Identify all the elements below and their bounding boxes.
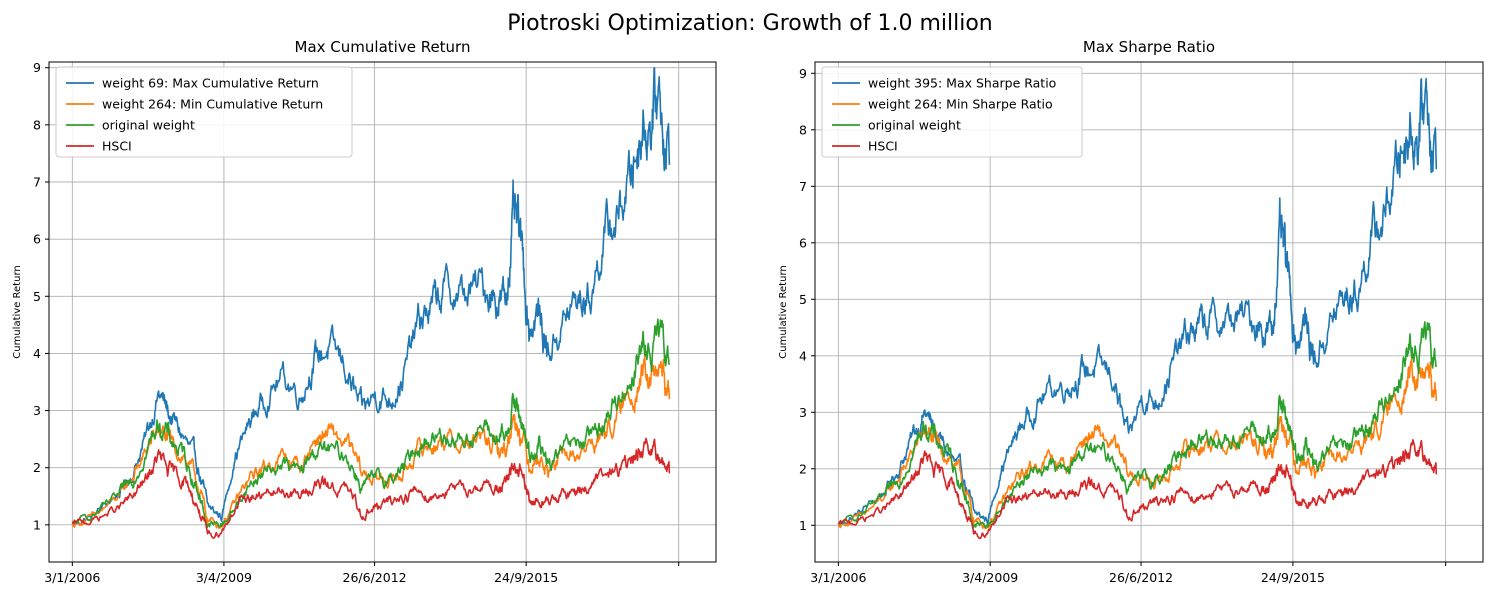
grid	[815, 62, 1483, 562]
legend-entry: original weight	[102, 118, 195, 133]
legend-entry: weight 264: Min Cumulative Return	[102, 97, 323, 112]
grid	[49, 62, 716, 562]
series-line-2	[71, 355, 671, 530]
y-tick-label: 7	[799, 179, 807, 194]
y-tick-label: 3	[33, 403, 41, 418]
y-tick-label: 4	[799, 348, 807, 363]
y-axis-label: Cumulative Return	[12, 265, 23, 358]
series-line-4	[71, 437, 671, 539]
legend-entry: HSCI	[868, 139, 898, 154]
legend-entry: HSCI	[102, 139, 132, 154]
y-tick-label: 4	[33, 346, 41, 361]
y-tick-label: 6	[799, 235, 807, 250]
y-tick-label: 9	[33, 60, 41, 75]
x-tick-label: 24/9/2015	[1261, 570, 1325, 585]
x-tick-label: 3/4/2009	[196, 570, 252, 585]
x-tick-label: 26/6/2012	[343, 570, 407, 585]
series-line-3	[71, 318, 671, 529]
legend-entry: weight 395: Max Sharpe Ratio	[868, 76, 1056, 91]
series-lines	[71, 67, 671, 539]
chart-title: Max Cumulative Return	[295, 38, 471, 56]
y-tick-label: 5	[799, 292, 807, 307]
y-tick-label: 7	[33, 175, 41, 190]
legend: weight 395: Max Sharpe Ratio weight 264: …	[821, 66, 1083, 158]
y-tick-label: 9	[799, 66, 807, 81]
legend-entry: weight 69: Max Cumulative Return	[102, 76, 319, 91]
legend-entry: weight 264: Min Sharpe Ratio	[868, 97, 1053, 112]
series-line-4	[838, 439, 1438, 540]
y-tick-label: 6	[33, 232, 41, 247]
x-tick-label: 3/1/2006	[810, 570, 866, 585]
legend: weight 69: Max Cumulative Return weight 2…	[55, 66, 353, 158]
x-tick-label: 26/6/2012	[1109, 570, 1173, 585]
y-tick-label: 3	[799, 405, 807, 420]
y-tick-label: 1	[799, 518, 807, 533]
plot-frame	[48, 61, 717, 563]
series-line-1	[71, 67, 671, 526]
chart-max-cumulative-return: 3/1/2006 3/4/2009 26/6/2012 24/9/2015 1 2 3 4 5 6…	[12, 38, 717, 585]
legend-box	[55, 66, 353, 158]
y-tick-label: 2	[799, 461, 807, 476]
y-tick-label: 8	[799, 122, 807, 137]
y-tick-label: 5	[33, 289, 41, 304]
legend-entry: original weight	[868, 118, 961, 133]
chart-title: Max Sharpe Ratio	[1083, 38, 1215, 56]
series-line-1	[837, 77, 1438, 527]
series-line-2	[837, 357, 1438, 530]
chart-max-sharpe-ratio: 3/1/2006 3/4/2009 26/6/2012 24/9/2015 1 2 3 4 5 6…	[778, 38, 1484, 585]
series-lines	[837, 77, 1438, 540]
x-tick-label: 24/9/2015	[494, 570, 558, 585]
legend-box	[821, 66, 1083, 158]
y-tick-label: 1	[33, 517, 41, 532]
x-tick-label: 3/4/2009	[962, 570, 1018, 585]
figure-title: Piotroski Optimization: Growth of 1.0 mi…	[507, 11, 993, 36]
plot-frame	[814, 61, 1484, 563]
x-tick-label: 3/1/2006	[44, 570, 100, 585]
y-tick-label: 8	[33, 117, 41, 132]
y-axis-label: Cumulative Return	[778, 265, 789, 358]
series-line-3	[837, 321, 1438, 529]
y-tick-label: 2	[33, 460, 41, 475]
